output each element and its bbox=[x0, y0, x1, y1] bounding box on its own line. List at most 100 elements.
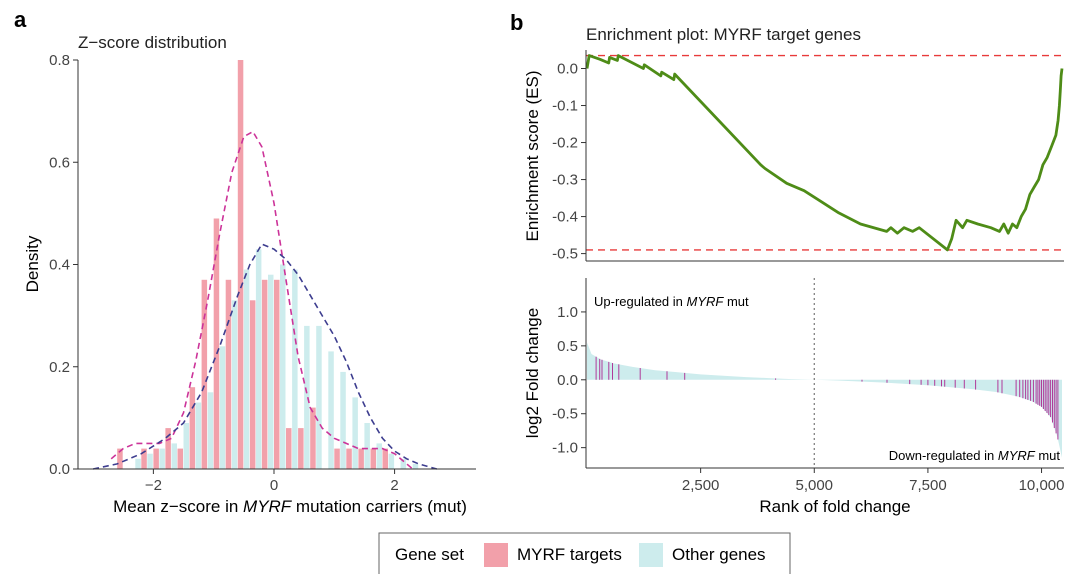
panel-b-es-ylabel: Enrichment score (ES) bbox=[523, 71, 542, 242]
myrf-bar-9 bbox=[225, 279, 232, 469]
other-bar-18 bbox=[340, 371, 346, 469]
other-bar-1 bbox=[135, 458, 141, 469]
panel-b-es-reference-lines bbox=[586, 54, 1064, 251]
other-bar-14 bbox=[292, 269, 298, 469]
panel-a-ytick-label-1: 0.2 bbox=[49, 359, 70, 376]
other-bar-6 bbox=[195, 402, 202, 469]
panel-b-es-line bbox=[585, 54, 1064, 252]
other-bar-16 bbox=[316, 325, 322, 469]
panel-b-fc-area bbox=[587, 342, 1062, 458]
myrf-bar-3 bbox=[153, 448, 159, 469]
panel-a-x-ticks: −2 0 2 bbox=[145, 469, 399, 494]
es-ytick-label-2: -0.2 bbox=[552, 135, 578, 152]
myrf-bar-19 bbox=[346, 448, 352, 469]
legend-swatch-myrf-targets bbox=[484, 543, 508, 567]
panel-b-title: Enrichment plot: MYRF target genes bbox=[586, 25, 861, 44]
fc-ytick-label-3: -0.5 bbox=[552, 406, 578, 423]
es-ytick-label-4: -0.4 bbox=[552, 209, 578, 226]
other-bar-23 bbox=[400, 458, 407, 469]
myrf-bar-21 bbox=[370, 448, 376, 469]
other-bar-20 bbox=[364, 423, 370, 469]
myrf-bar-11 bbox=[249, 300, 256, 469]
fc-ytick-label-2: 0.0 bbox=[557, 372, 578, 389]
myrf-bar-22 bbox=[382, 448, 388, 469]
myrf-bar-15 bbox=[298, 428, 304, 469]
myrf-bar-10 bbox=[237, 60, 244, 469]
fc-xtick-label-2: 7,500 bbox=[909, 477, 947, 494]
es-ytick-label-3: -0.3 bbox=[552, 172, 578, 189]
other-bar-4 bbox=[171, 443, 177, 469]
fc-ytick-label-1: 0.5 bbox=[557, 338, 578, 355]
panel-a-ytick-label-4: 0.8 bbox=[49, 52, 70, 69]
panel-a-ytick-label-2: 0.4 bbox=[49, 257, 70, 274]
fc-xtick-label-0: 2,500 bbox=[682, 477, 720, 494]
panel-b-fc-ylabel: log2 Fold change bbox=[523, 308, 542, 438]
panel-b-fc-xlabel: Rank of fold change bbox=[759, 497, 910, 516]
fc-xtick-label-3: 10,000 bbox=[1019, 477, 1065, 494]
panel-a-ytick-label-3: 0.6 bbox=[49, 154, 70, 171]
panel-b-letter: b bbox=[510, 10, 523, 35]
panel-b-fc-y-ticks: 1.0 0.5 0.0 -0.5 -1.0 bbox=[552, 304, 586, 457]
panel-a-xlabel: Mean z−score in MYRF mutation carriers (… bbox=[113, 497, 467, 516]
other-bar-24 bbox=[412, 463, 419, 469]
other-bar-2 bbox=[147, 453, 153, 469]
other-bar-3 bbox=[159, 448, 165, 469]
panel-a-xtick-label-1: 0 bbox=[270, 477, 278, 494]
panel-a-density-curves bbox=[92, 130, 438, 470]
panel-b-fc-target-ticks bbox=[595, 356, 1059, 440]
other-bar-22 bbox=[388, 453, 395, 469]
myrf-bar-0 bbox=[117, 448, 123, 469]
myrf-bar-8 bbox=[213, 218, 220, 469]
es-ytick-label-0: 0.0 bbox=[557, 61, 578, 78]
myrf-bar-5 bbox=[177, 448, 183, 469]
other-bar-10 bbox=[243, 269, 250, 469]
myrf-density-curve bbox=[110, 130, 414, 470]
other-density-curve bbox=[92, 243, 438, 470]
es-ytick-label-5: -0.5 bbox=[552, 246, 578, 263]
other-bar-21 bbox=[376, 443, 382, 469]
panel-a-y-ticks: 0.0 0.2 0.4 0.6 0.8 bbox=[49, 52, 78, 478]
other-bar-9 bbox=[231, 300, 238, 469]
other-bar-7 bbox=[207, 392, 214, 469]
myrf-bar-20 bbox=[358, 448, 364, 469]
panel-b-up-label: Up-regulated in MYRF mut bbox=[594, 294, 749, 309]
myrf-bar-12 bbox=[261, 279, 268, 469]
panel-a-ylabel: Density bbox=[23, 235, 42, 292]
legend: Gene set MYRF targets Other genes bbox=[378, 532, 791, 574]
myrf-bar-16 bbox=[310, 407, 316, 469]
legend-label-other-genes: Other genes bbox=[672, 545, 766, 564]
other-bar-8 bbox=[219, 346, 226, 469]
other-bar-17 bbox=[328, 351, 334, 469]
panel-a-ytick-label-0: 0.0 bbox=[49, 461, 70, 478]
panel-a-xtick-label-2: 2 bbox=[390, 477, 398, 494]
panel-b-down-label: Down-regulated in MYRF mut bbox=[889, 448, 1061, 463]
panel-a-letter: a bbox=[14, 7, 27, 32]
myrf-bar-2 bbox=[141, 448, 147, 469]
fc-ytick-label-4: -1.0 bbox=[552, 440, 578, 457]
other-bar-11 bbox=[255, 249, 262, 469]
other-bar-19 bbox=[352, 397, 358, 469]
myrf-bar-4 bbox=[165, 428, 171, 469]
panel-b-es-y-ticks: 0.0 -0.1 -0.2 -0.3 -0.4 -0.5 bbox=[552, 61, 586, 263]
other-bar-13 bbox=[280, 264, 286, 469]
other-bar-12 bbox=[268, 274, 274, 469]
myrf-bar-13 bbox=[274, 279, 280, 469]
panel-b-fc-x-ticks: 2,500 5,000 7,500 10,000 bbox=[682, 468, 1065, 494]
fc-xtick-label-1: 5,000 bbox=[795, 477, 833, 494]
myrf-bar-14 bbox=[286, 428, 292, 469]
panel-a-title: Z−score distribution bbox=[78, 33, 227, 52]
myrf-bar-6 bbox=[189, 387, 196, 469]
es-ytick-label-1: -0.1 bbox=[552, 98, 578, 115]
other-bar-15 bbox=[304, 325, 310, 469]
fc-ytick-label-0: 1.0 bbox=[557, 304, 578, 321]
panel-a-bars bbox=[117, 60, 419, 469]
myrf-bar-18 bbox=[334, 448, 340, 469]
legend-label-myrf-targets: MYRF targets bbox=[517, 545, 622, 564]
fc-area-shape bbox=[587, 342, 1062, 458]
legend-title: Gene set bbox=[395, 545, 464, 564]
legend-box bbox=[378, 532, 791, 574]
myrf-bar-7 bbox=[201, 279, 208, 469]
es-curve bbox=[585, 54, 1064, 252]
legend-swatch-other-genes bbox=[639, 543, 663, 567]
